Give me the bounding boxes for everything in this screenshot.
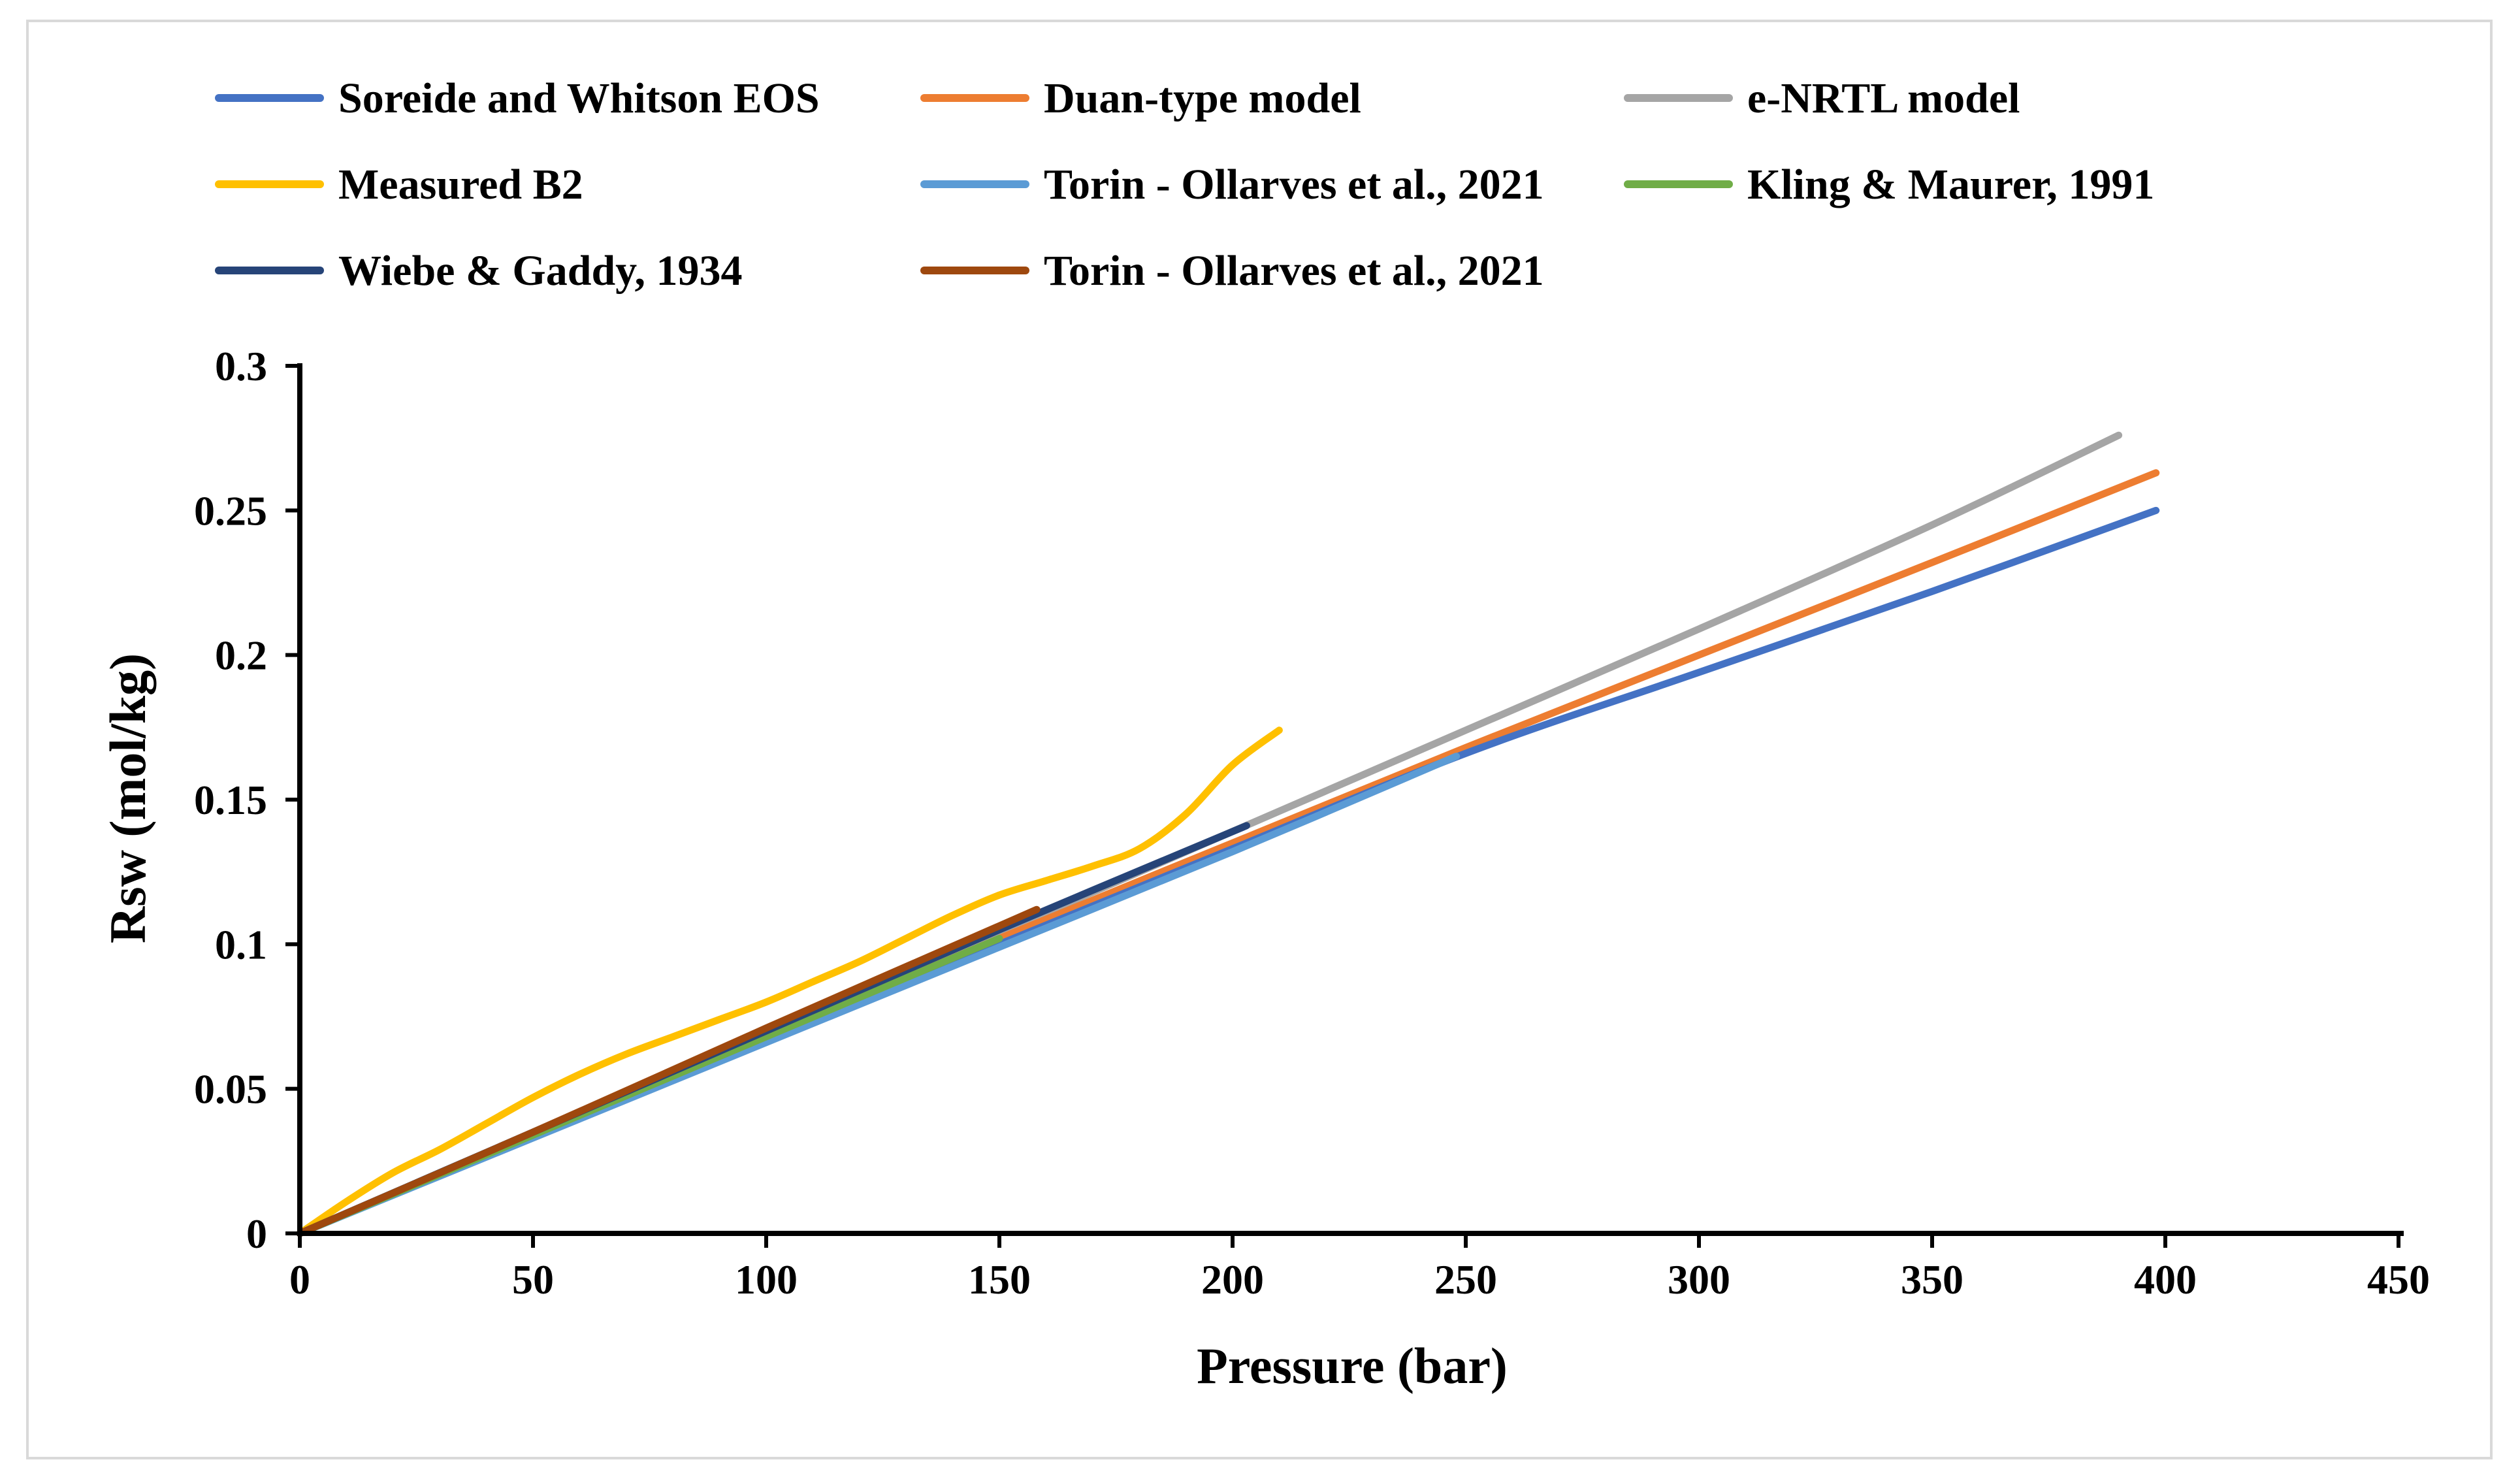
series-line-8 [296,905,1041,1237]
x-tick-label: 350 [1901,1256,1963,1303]
legend-label-7: Wiebe & Gaddy, 1934 [338,247,743,295]
y-tick-label: 0.2 [215,632,267,679]
legend-label-1: Soreide and Whitson EOS [338,74,820,122]
y-tick-label: 0.15 [194,777,267,823]
x-tick-label: 450 [2367,1256,2430,1303]
legend-label-3: e-NRTL model [1747,74,2020,122]
series-line-1 [296,506,2160,1237]
x-axis-title: Pressure (bar) [1197,1337,1508,1394]
x-tick-label: 0 [289,1256,310,1303]
y-tick-label: 0.3 [215,343,267,389]
x-tick-label: 300 [1668,1256,1730,1303]
x-tick-label: 100 [735,1256,798,1303]
legend-label-4: Measured B2 [338,161,583,208]
y-tick-label: 0.05 [194,1066,267,1113]
y-tick-label: 0.25 [194,487,267,534]
series-layer [296,431,2160,1237]
legend-label-8: Torin - Ollarves et al., 2021 [1044,247,1544,295]
legend-label-6: Kling & Maurer, 1991 [1747,161,2154,208]
legend-label-5: Torin - Ollarves et al., 2021 [1044,161,1544,208]
y-tick-label: 0 [246,1211,267,1257]
x-tick-label: 250 [1434,1256,1497,1303]
series-line-4 [296,726,1283,1237]
y-tick-label: 0.1 [215,921,267,968]
y-axis-title: Rsw (mol/kg) [99,653,156,943]
ticks: 0 50 100 150 200 250 300 350 400 450 0 0.05 0.1 0.15 0… [194,343,2430,1303]
legend: Soreide and Whitson EOS Duan-type model e-… [215,74,2154,295]
x-tick-label: 50 [512,1256,554,1303]
x-tick-label: 150 [968,1256,1031,1303]
legend-label-2: Duan-type model [1044,74,1361,122]
x-tick-label: 400 [2134,1256,2197,1303]
chart-frame [26,20,2493,1459]
x-tick-label: 200 [1201,1256,1264,1303]
